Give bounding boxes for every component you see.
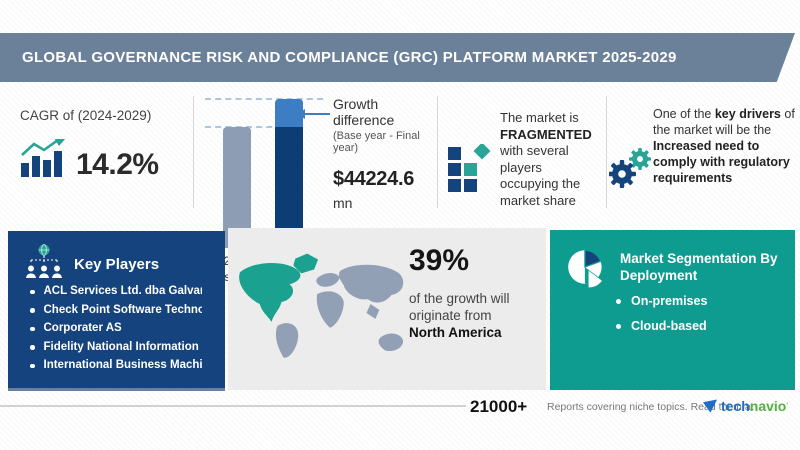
guide-line-top bbox=[205, 98, 323, 100]
technavio-logo[interactable]: tech navio ' bbox=[703, 398, 788, 414]
footer-divider bbox=[0, 405, 466, 407]
segmentation-title: Market Segmentation By Deployment bbox=[620, 251, 778, 283]
list-item: On-premises bbox=[616, 294, 707, 308]
growth-difference-subtitle: (Base year - Final year) bbox=[333, 130, 420, 154]
key-driver-text: One of the key drivers of the market wil… bbox=[653, 107, 795, 185]
footer-caption: Reports covering niche topics. Read them… bbox=[547, 401, 754, 413]
list-item: International Business Machines ... bbox=[30, 359, 223, 371]
header-bar: GLOBAL GOVERNANCE RISK AND COMPLIANCE (G… bbox=[0, 33, 795, 82]
map-australia bbox=[378, 333, 404, 352]
fragmentation-text: The market is FRAGMENTED with several pl… bbox=[500, 110, 592, 208]
divider bbox=[606, 96, 607, 208]
growth-difference-value: $44224.6 bbox=[333, 168, 415, 190]
region-share-value: 39% bbox=[409, 244, 470, 277]
list-item: Corporater AS bbox=[30, 322, 223, 334]
growth-difference-title: Growth difference bbox=[333, 96, 395, 128]
cagr-value: 14.2% bbox=[76, 148, 159, 181]
bar-2029 bbox=[275, 99, 303, 248]
guide-line-base bbox=[205, 126, 303, 128]
reports-count: 21000+ bbox=[470, 397, 528, 416]
key-players-list: ACL Services Ltd. dba Galvanize Check Po… bbox=[30, 285, 223, 378]
segmentation-list: On-premises Cloud-based bbox=[616, 294, 707, 344]
map-southeast-asia bbox=[366, 304, 380, 319]
list-item: ACL Services Ltd. dba Galvanize bbox=[30, 285, 223, 297]
list-item: Cloud-based bbox=[616, 319, 707, 333]
map-europe bbox=[316, 273, 340, 287]
map-africa bbox=[316, 291, 344, 328]
brand-tech: tech bbox=[721, 398, 750, 414]
page-title: GLOBAL GOVERNANCE RISK AND COMPLIANCE (G… bbox=[22, 49, 677, 66]
cagr-label: CAGR of (2024-2029) bbox=[20, 108, 152, 123]
arrow-left-icon bbox=[297, 109, 305, 119]
brand-mark: ' bbox=[786, 401, 789, 411]
map-north-america bbox=[239, 262, 301, 322]
cagr-trend-icon bbox=[20, 138, 66, 182]
key-players-org-icon bbox=[24, 243, 64, 286]
world-map bbox=[234, 248, 412, 375]
pie-chart-icon bbox=[564, 244, 610, 295]
brand-navio: navio bbox=[749, 398, 787, 414]
key-players-title: Key Players bbox=[74, 256, 160, 273]
region-share-text: of the growth will originate from North … bbox=[409, 291, 510, 340]
segmentation-panel: Market Segmentation By Deployment On-pre… bbox=[550, 230, 795, 390]
technavio-plane-icon bbox=[703, 398, 718, 413]
divider bbox=[437, 96, 438, 208]
cagr-section: CAGR of (2024-2029) 14.2% bbox=[20, 108, 188, 182]
region-name: North America bbox=[409, 325, 502, 340]
fragmented-squares-icon bbox=[447, 142, 495, 197]
bar-2029-base-segment bbox=[275, 127, 303, 248]
map-south-america bbox=[275, 323, 299, 358]
arrow-line bbox=[302, 113, 330, 115]
list-item: Fidelity National Information Se... bbox=[30, 341, 223, 353]
region-panel: 39% of the growth will originate from No… bbox=[228, 228, 546, 390]
growth-chart: 2024 Base Year 2029 Final Year Growth di… bbox=[200, 90, 435, 284]
gears-icon bbox=[608, 146, 655, 195]
list-item: Check Point Software Technologie... bbox=[30, 304, 223, 316]
map-asia bbox=[338, 264, 404, 303]
map-greenland bbox=[293, 253, 319, 274]
key-players-panel: Key Players ACL Services Ltd. dba Galvan… bbox=[8, 231, 225, 391]
bar-2024 bbox=[223, 127, 251, 248]
growth-difference-unit: mn bbox=[333, 195, 353, 211]
divider bbox=[193, 96, 194, 208]
